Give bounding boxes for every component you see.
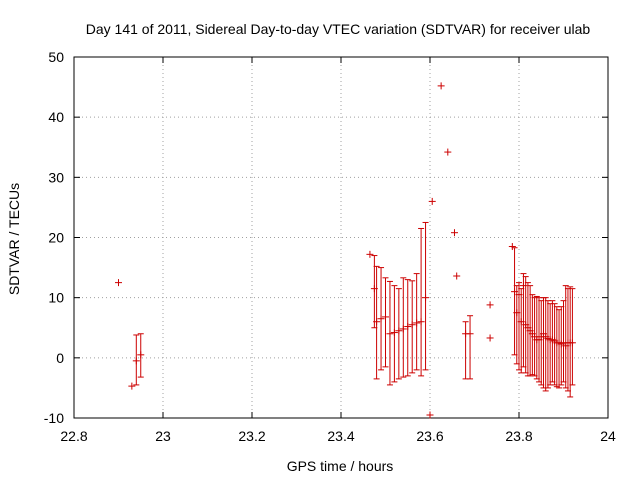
x-tick-label: 23.2 bbox=[238, 428, 265, 444]
data-point bbox=[408, 280, 416, 374]
data-point bbox=[386, 280, 394, 386]
data-point bbox=[466, 315, 474, 380]
x-tick-label: 24 bbox=[600, 428, 616, 444]
data-point bbox=[413, 273, 421, 371]
data-point bbox=[137, 333, 145, 378]
x-tick-label: 23 bbox=[155, 428, 171, 444]
x-tick-label: 23.4 bbox=[327, 428, 354, 444]
x-tick-label: 23.8 bbox=[505, 428, 532, 444]
data-point bbox=[373, 265, 381, 380]
data-point bbox=[462, 321, 470, 380]
x-tick-label: 22.8 bbox=[60, 428, 87, 444]
data-point bbox=[399, 277, 407, 378]
x-axis-label: GPS time / hours bbox=[287, 458, 394, 474]
data-point bbox=[366, 250, 374, 258]
y-axis-label: SDTVAR / TECUs bbox=[6, 183, 22, 295]
data-point bbox=[557, 306, 565, 386]
data-point bbox=[390, 285, 398, 383]
y-tick-label: 40 bbox=[48, 109, 64, 125]
axes: 22.8 23 23.2 23.4 23.6 23.8 24 -10 0 10 20 30 40 50 bbox=[44, 49, 616, 444]
y-tick-label: 0 bbox=[56, 350, 64, 366]
data-point bbox=[128, 382, 136, 390]
data-point bbox=[437, 82, 445, 90]
data-point bbox=[417, 227, 425, 377]
y-tick-label: 10 bbox=[48, 290, 64, 306]
data-point bbox=[404, 279, 412, 377]
data-point bbox=[428, 197, 436, 205]
data-point bbox=[115, 279, 122, 287]
y-tick-label: 50 bbox=[48, 49, 64, 65]
y-tick-label: 30 bbox=[48, 169, 64, 185]
data-point bbox=[422, 221, 430, 371]
data-point bbox=[395, 288, 403, 380]
data-point bbox=[568, 288, 576, 386]
data-point bbox=[426, 411, 434, 419]
data-series bbox=[115, 82, 576, 419]
data-point bbox=[486, 334, 494, 342]
y-tick-label: -10 bbox=[44, 410, 64, 426]
y-tick-label: 20 bbox=[48, 230, 64, 246]
data-point bbox=[508, 243, 516, 251]
data-point bbox=[132, 334, 140, 386]
data-point bbox=[444, 148, 452, 156]
data-point bbox=[450, 229, 458, 237]
chart-title: Day 141 of 2011, Sidereal Day-to-day VTE… bbox=[86, 21, 591, 37]
data-point bbox=[486, 301, 494, 309]
data-point bbox=[382, 277, 389, 368]
data-point bbox=[453, 272, 461, 280]
x-tick-label: 23.6 bbox=[416, 428, 443, 444]
data-point bbox=[377, 267, 385, 371]
